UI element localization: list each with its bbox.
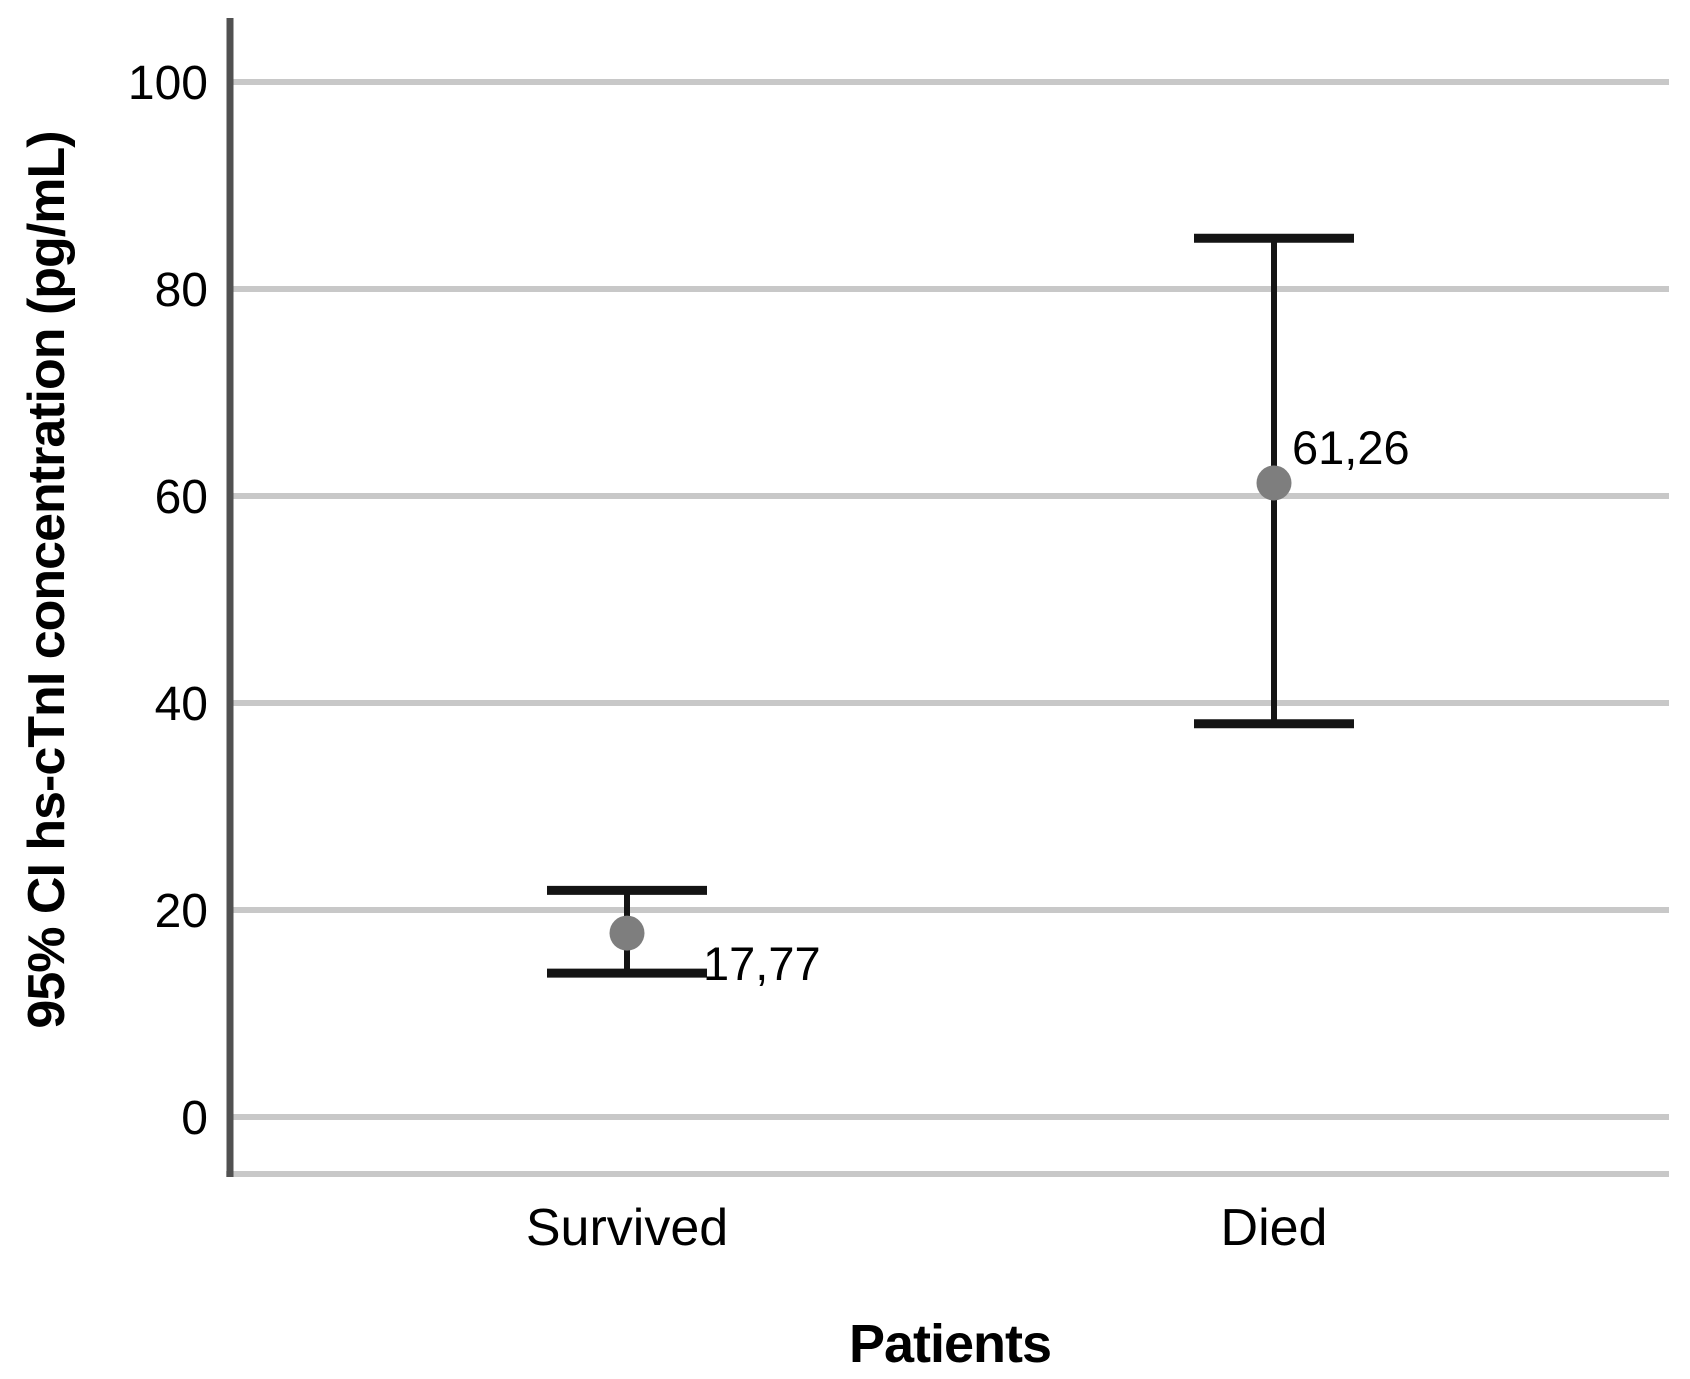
y-tick-label: 20 [155,885,208,938]
mean-dot-survived [609,915,645,951]
mean-value-label-died: 61,26 [1292,421,1410,474]
y-tick-label: 40 [155,678,208,731]
x-axis-title: Patients [848,1314,1052,1374]
y-tick-label: 100 [128,57,208,110]
x-category-label-died: Died [1221,1199,1328,1257]
y-tick-label: 60 [155,471,208,524]
mean-dot-died [1256,465,1292,501]
y-tick-label: 0 [181,1092,208,1145]
y-axis-title: 95% CI hs-cTnI concentration (pg/mL) [18,131,76,1029]
y-tick-label: 80 [155,264,208,317]
mean-value-label-survived: 17,77 [703,937,821,990]
x-category-label-survived: Survived [526,1199,728,1257]
